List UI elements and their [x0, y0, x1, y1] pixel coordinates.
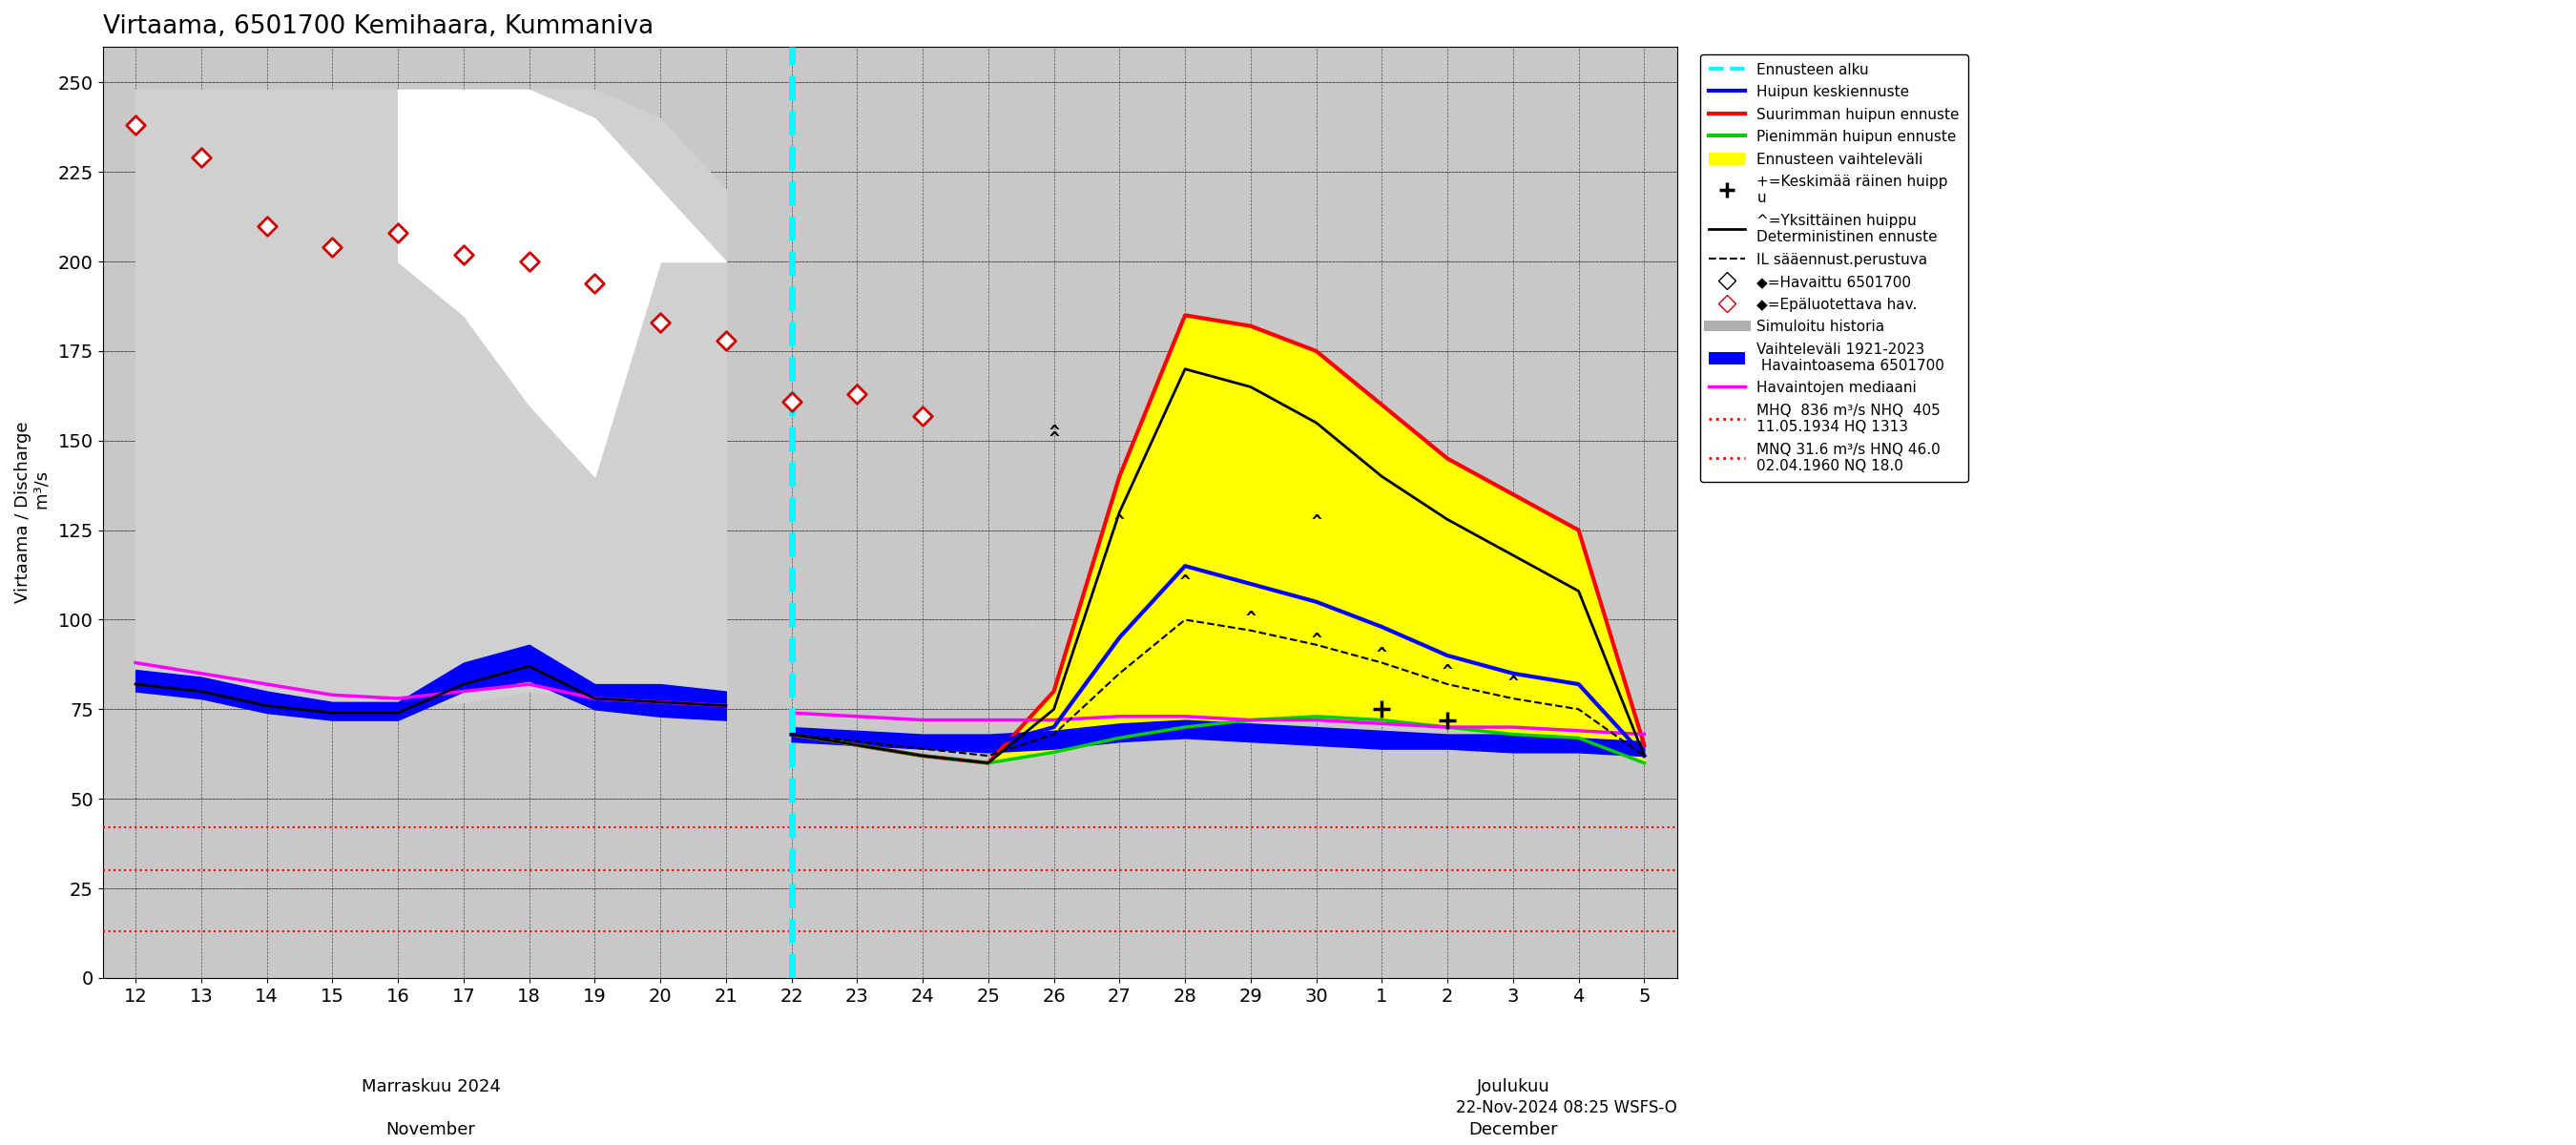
Text: ^: ^	[1048, 431, 1059, 448]
Text: ^: ^	[1115, 513, 1126, 530]
Point	[312, 238, 353, 256]
Point	[574, 274, 616, 292]
Point	[116, 117, 157, 135]
Text: ^: ^	[1311, 513, 1321, 530]
Point	[180, 149, 222, 167]
Y-axis label: Virtaama / Discharge
        m³/s: Virtaama / Discharge m³/s	[15, 421, 52, 603]
Point	[507, 252, 549, 270]
Text: December: December	[1468, 1121, 1558, 1138]
Point	[902, 406, 943, 425]
Text: Joulukuu: Joulukuu	[1476, 1079, 1551, 1096]
Text: ^: ^	[1244, 609, 1257, 626]
Text: ^: ^	[1507, 674, 1517, 692]
Point	[706, 331, 747, 349]
Point	[770, 392, 811, 410]
Point	[376, 223, 417, 242]
Text: ^: ^	[1311, 631, 1321, 648]
Text: November: November	[386, 1121, 477, 1138]
Text: Virtaama, 6501700 Kemihaara, Kummaniva: Virtaama, 6501700 Kemihaara, Kummaniva	[103, 14, 654, 39]
Point	[639, 314, 680, 332]
Text: Marraskuu 2024: Marraskuu 2024	[361, 1079, 500, 1096]
Text: ^: ^	[1443, 663, 1453, 680]
Text: ^: ^	[1180, 574, 1190, 591]
Text: 22-Nov-2024 08:25 WSFS-O: 22-Nov-2024 08:25 WSFS-O	[1455, 1099, 1677, 1116]
Text: ^: ^	[1048, 424, 1059, 441]
Point	[443, 245, 484, 263]
Legend: Ennusteen alku, Huipun keskiennuste, Suurimman huipun ennuste, Pienimmän huipun : Ennusteen alku, Huipun keskiennuste, Suu…	[1700, 54, 1968, 482]
Point	[247, 216, 289, 235]
Text: ^: ^	[1376, 646, 1386, 663]
Point	[837, 385, 878, 403]
